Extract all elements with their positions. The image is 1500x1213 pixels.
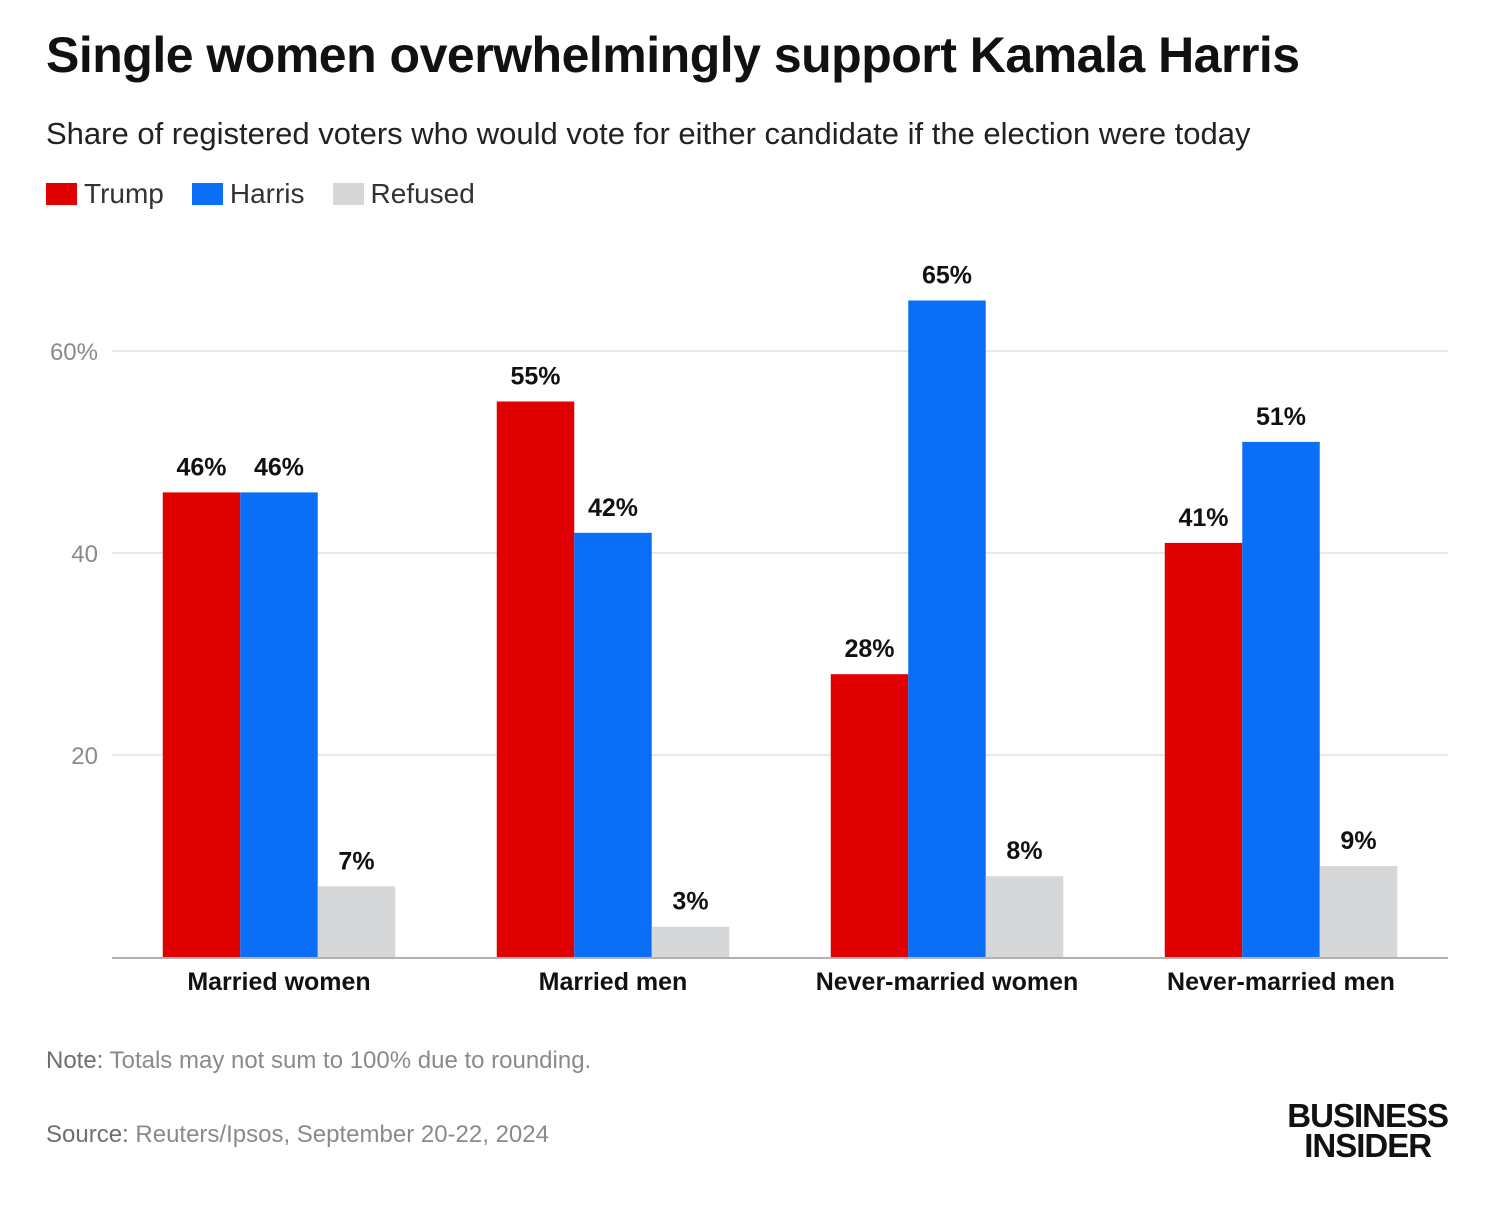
bar-harris-never-married-women [908,300,986,957]
bar-harris-married-women [240,492,318,957]
bar-refused-married-men [651,926,730,957]
note-text: Totals may not sum to 100% due to roundi… [103,1047,592,1074]
legend: Trump Harris Refused [46,178,503,210]
bar-trump-married-women [162,492,241,957]
category-label-married-men: Married men [539,968,688,996]
legend-label-trump: Trump [84,178,164,209]
legend-swatch-refused [332,183,364,205]
legend-label-refused: Refused [370,178,475,209]
chart-subtitle: Share of registered voters who would vot… [46,116,1251,151]
note-key: Note: [46,1047,104,1074]
data-label-harris-never-married-women: 65% [922,262,972,290]
legend-item-refused: Refused [332,178,475,210]
bar-refused-married-women [317,886,396,957]
data-label-harris-married-men: 42% [588,494,638,522]
legend-swatch-trump [46,183,77,205]
bar-harris-married-men [574,532,652,957]
data-label-refused-married-men: 3% [672,888,708,916]
data-label-trump-married-women: 46% [176,453,226,481]
bar-trump-married-men [496,401,575,957]
y-tick-label-40: 40 [71,541,98,568]
bar-refused-never-married-women [985,876,1064,957]
chart-title: Single women overwhelmingly support Kama… [46,27,1300,83]
data-label-refused-never-married-men: 9% [1340,827,1376,855]
source-key: Source: [46,1121,129,1148]
data-label-trump-married-men: 55% [510,363,560,391]
bar-trump-never-married-men [1164,542,1243,957]
data-label-refused-married-women: 7% [338,847,374,875]
data-label-harris-married-women: 46% [254,453,304,481]
data-label-trump-never-married-women: 28% [844,635,894,663]
logo-line-1: BUSINESS [1287,1097,1449,1134]
bar-chart: 20 40 60% 46% 46% 7% Married women 55% 42% 3% Marr… [50,262,1448,996]
source-text: Reuters/Ipsos, September 20-22, 2024 [128,1121,549,1148]
category-label-never-married-men: Never-married men [1167,968,1395,996]
legend-item-harris: Harris [191,178,305,210]
data-label-harris-never-married-men: 51% [1256,403,1306,431]
y-tick-label-20: 20 [71,743,98,770]
logo-line-2: INSIDER [1304,1127,1432,1164]
category-label-married-women: Married women [187,968,370,996]
legend-swatch-harris [191,183,223,205]
footnote-source: Source: Reuters/Ipsos, September 20-22, … [46,1121,549,1149]
footnote-note: Note: Totals may not sum to 100% due to … [46,1047,591,1075]
bar-harris-never-married-men [1242,441,1320,957]
legend-label-harris: Harris [229,178,305,209]
data-label-refused-never-married-women: 8% [1006,837,1042,865]
category-label-never-married-women: Never-married women [816,968,1079,996]
y-tick-label-60: 60% [50,339,98,366]
legend-item-trump: Trump [46,178,164,210]
bar-trump-never-married-women [830,674,909,957]
bar-refused-never-married-men [1319,866,1398,957]
business-insider-logo: BUSINESS INSIDER [1287,1097,1449,1164]
data-label-trump-never-married-men: 41% [1178,504,1228,532]
